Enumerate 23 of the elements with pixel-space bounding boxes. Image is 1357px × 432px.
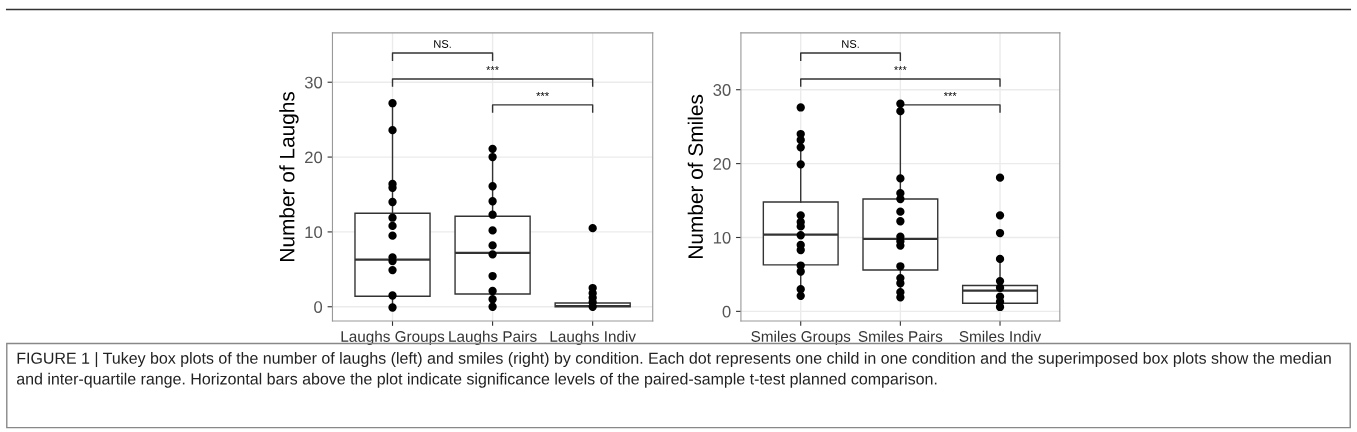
caption: FIGURE 1 | Tukey box plots of the number of laughs (left) and smiles (right) by condition. Each dot represents one child in one condition and the superimposed box plots show the median and inter-quartile range. Horizontal bars above the plot indicate significance levels of the paired-sample t-test planned comparison. bbox=[16, 352, 1331, 388]
x-tick-label: Smiles Pairs bbox=[858, 330, 943, 342]
annotation: NS. bbox=[842, 40, 859, 48]
annotation: *** bbox=[894, 66, 907, 70]
annotation: *** bbox=[536, 92, 549, 96]
x-tick-label: Smiles Indiv bbox=[959, 330, 1042, 342]
x-tick-label: Smiles Groups bbox=[751, 330, 851, 345]
annotation: NS. bbox=[434, 40, 451, 48]
x-tick-label: Laughs Pairs bbox=[449, 330, 537, 345]
annotation: *** bbox=[943, 92, 957, 96]
x-tick-label: Laughs Groups bbox=[341, 330, 445, 345]
y-axis-title: Number of Smiles bbox=[687, 94, 703, 258]
y-tick-label: 0 bbox=[314, 301, 323, 313]
annotation: *** bbox=[486, 66, 499, 70]
y-tick-label: 30 bbox=[713, 84, 731, 96]
x-tick-label: Laughs Indiv bbox=[550, 330, 636, 345]
y-tick-label: 0 bbox=[722, 305, 731, 318]
y-axis-title: Number of Laughs bbox=[279, 91, 299, 261]
y-tick-label: 10 bbox=[305, 226, 323, 239]
y-tick-label: 20 bbox=[713, 158, 731, 170]
y-tick-label: 20 bbox=[305, 151, 323, 164]
y-tick-label: 30 bbox=[304, 76, 323, 89]
y-tick-label: 10 bbox=[713, 231, 731, 244]
